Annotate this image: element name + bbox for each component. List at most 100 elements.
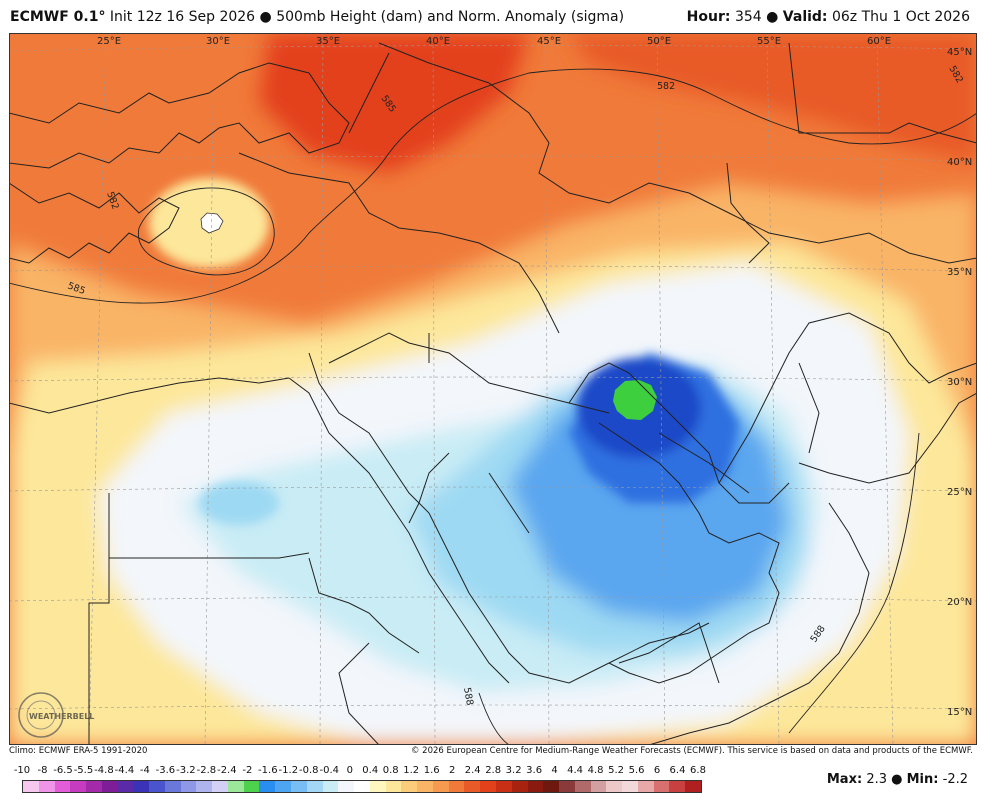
weatherbell-logo: WEATHERBELL bbox=[18, 692, 94, 738]
colorbar-swatch bbox=[291, 781, 307, 792]
colorbar-tick-label: -4.4 bbox=[114, 765, 135, 776]
colorbar-swatch bbox=[511, 781, 528, 792]
colorbar-swatch bbox=[38, 781, 55, 792]
colorbar-swatch bbox=[54, 781, 71, 792]
colorbar-swatch bbox=[653, 781, 670, 792]
bullet-separator: ● bbox=[766, 9, 779, 25]
colorbar-swatch bbox=[495, 781, 512, 792]
colorbar-tick-label: -2.8 bbox=[196, 765, 217, 776]
colorbar-swatch bbox=[117, 781, 134, 792]
colorbar-swatch bbox=[86, 781, 102, 792]
valid-time-info: Hour: 354 ● Valid: 06z Thu 1 Oct 2026 bbox=[687, 9, 970, 25]
colorbar-swatch bbox=[464, 781, 481, 792]
colorbar-tick-label: -8 bbox=[37, 765, 48, 776]
anomaly-map: 585 582 582 585 582 588 588 25°E 30°E 35… bbox=[9, 33, 977, 745]
logo-text: WEATHERBELL bbox=[29, 712, 94, 721]
colorbar-tick-label: 1.6 bbox=[423, 765, 440, 776]
lat-label: 20°N bbox=[947, 597, 972, 608]
colorbar-swatch bbox=[338, 781, 355, 792]
field-warm-deep-northeast bbox=[569, 33, 977, 163]
colorbar-swatch bbox=[243, 781, 260, 792]
lat-label: 40°N bbox=[947, 157, 972, 168]
colorbar-labels: -10 -8 -6.5 -5.5 -4.8 -4.4 -4 -3.6 -3.2 -2.8 -2.4-… bbox=[10, 765, 710, 779]
contour-label: 588 bbox=[461, 687, 475, 707]
colorbar-swatch bbox=[559, 781, 575, 792]
colorbar-swatch bbox=[480, 781, 496, 792]
init-time: Init 12z 16 Sep 2026 bbox=[109, 9, 256, 25]
max-min-readout: Max: 2.3 ● Min: -2.2 bbox=[827, 772, 968, 787]
colorbar-swatch bbox=[70, 781, 87, 792]
lon-label: 60°E bbox=[867, 36, 891, 47]
colorbar-tick-label: 6 bbox=[653, 765, 661, 776]
product-name: 500mb Height (dam) and Norm. Anomaly (si… bbox=[276, 9, 625, 25]
bullet-separator: ● bbox=[891, 772, 903, 787]
longitude-labels: 25°E 30°E 35°E 40°E 45°E 50°E 55°E 60°E bbox=[97, 36, 891, 47]
colorbar-tick-label: 4.4 bbox=[567, 765, 584, 776]
lat-label: 35°N bbox=[947, 267, 972, 278]
colorbar-swatch bbox=[606, 781, 623, 792]
map-title: ECMWF 0.1° Init 12z 16 Sep 2026 ● 500mb … bbox=[10, 9, 624, 25]
colorbar-tick-label: 3.6 bbox=[526, 765, 543, 776]
contour-label: 582 bbox=[657, 81, 675, 92]
lat-label: 25°N bbox=[947, 487, 972, 498]
lon-label: 35°E bbox=[316, 36, 340, 47]
colorbar-tick-label: -4 bbox=[139, 765, 150, 776]
map-frame bbox=[9, 33, 977, 745]
colorbar-swatch bbox=[354, 781, 370, 792]
colorbar-swatch bbox=[306, 781, 323, 792]
lon-label: 50°E bbox=[647, 36, 671, 47]
lon-label: 55°E bbox=[757, 36, 781, 47]
lat-label: 15°N bbox=[947, 707, 972, 718]
colorbar-swatch bbox=[369, 781, 386, 792]
colorbar-swatch bbox=[259, 781, 276, 792]
lon-label: 25°E bbox=[97, 36, 121, 47]
colorbar-swatch bbox=[164, 781, 181, 792]
colorbar-swatch bbox=[133, 781, 150, 792]
min-value: -2.2 bbox=[942, 772, 968, 787]
colorbar-tick-label: -2.4 bbox=[217, 765, 237, 776]
model-name: ECMWF 0.1° bbox=[10, 9, 106, 25]
colorbar-swatch bbox=[23, 781, 39, 792]
colorbar-tick-label: -3.6 bbox=[155, 765, 176, 776]
colorbar-swatch bbox=[448, 781, 465, 792]
field-aegean-low-center bbox=[200, 212, 224, 234]
colorbar-swatch bbox=[543, 781, 560, 792]
colorbar-swatch bbox=[322, 781, 339, 792]
colorbar-swatch bbox=[669, 781, 686, 792]
climo-source: Climo: ECMWF ERA-5 1991-2020 bbox=[9, 746, 148, 756]
colorbar-swatch bbox=[637, 781, 654, 792]
lon-label: 30°E bbox=[206, 36, 230, 47]
coastlines-and-borders bbox=[9, 42, 977, 745]
colorbar-swatch bbox=[180, 781, 197, 792]
colorbar-tick-label: 3.2 bbox=[505, 765, 522, 776]
colorbar-tick-label: -0.8 bbox=[299, 765, 319, 776]
graticule bbox=[9, 33, 977, 745]
colorbar-swatch bbox=[527, 781, 544, 792]
colorbar-swatch bbox=[417, 781, 433, 792]
lat-label: 45°N bbox=[947, 47, 972, 58]
colorbar-swatch bbox=[685, 781, 701, 792]
colorbar-tick-label: 6.4 bbox=[669, 765, 686, 776]
max-label: Max: bbox=[826, 772, 863, 787]
colorbar-tick-label: -10 bbox=[13, 765, 31, 776]
colorbar-swatch bbox=[149, 781, 165, 792]
colorbar-swatch bbox=[101, 781, 118, 792]
colorbar-tick-label: 0 bbox=[346, 765, 353, 776]
colorbar-swatch bbox=[385, 781, 402, 792]
colorbar-swatch bbox=[401, 781, 418, 792]
bullet-separator: ● bbox=[259, 9, 272, 25]
colorbar-tick-label: 2.8 bbox=[485, 765, 502, 776]
colorbar-swatch bbox=[227, 781, 244, 792]
header-bar: ECMWF 0.1° Init 12z 16 Sep 2026 ● 500mb … bbox=[0, 0, 984, 33]
colorbar-tick-label: -0.4 bbox=[319, 765, 340, 776]
colorbar-tick-label: 0.8 bbox=[382, 765, 399, 776]
colorbar-swatch bbox=[574, 781, 591, 792]
hour-label: Hour: bbox=[686, 9, 731, 25]
colorbar-tick-label: 2 bbox=[448, 765, 456, 776]
colorbar-swatch bbox=[432, 781, 449, 792]
valid-label: Valid: bbox=[782, 9, 828, 25]
footer-credits: Climo: ECMWF ERA-5 1991-2020 © 2026 Euro… bbox=[9, 745, 977, 758]
field-warm-deep-north bbox=[259, 33, 529, 173]
valid-value: 06z Thu 1 Oct 2026 bbox=[831, 9, 970, 25]
lon-label: 40°E bbox=[426, 36, 450, 47]
